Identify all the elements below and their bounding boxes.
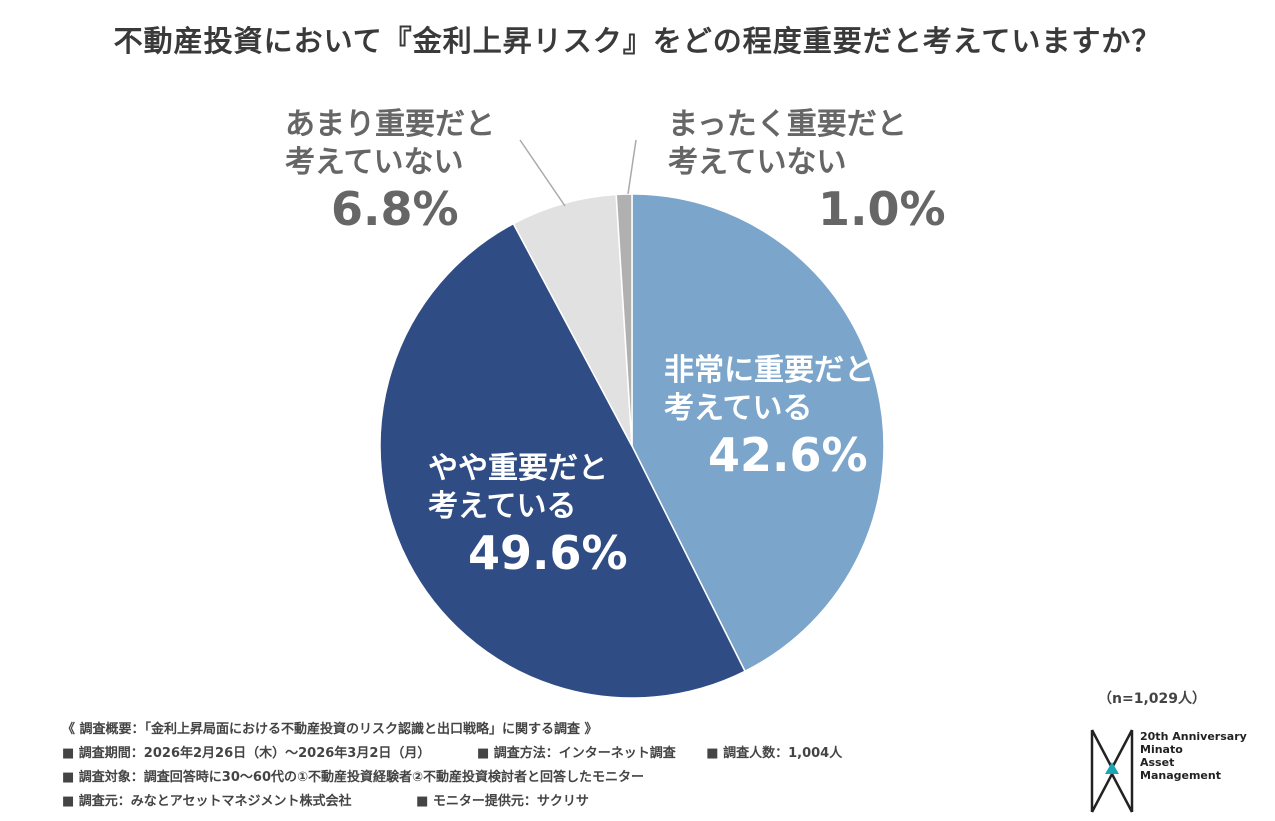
- leader-line-not-at-all-important: [627, 139, 637, 195]
- slice-very-important: [631, 193, 885, 673]
- slice-value-label: 6.8%: [331, 182, 459, 236]
- company-logo-mark: [1090, 729, 1134, 813]
- survey-overview: 《 調査概要：「金利上昇局面における不動産投資のリスク認識と出口戦略」に関する調…: [62, 718, 842, 814]
- slice-somewhat-important: [379, 222, 747, 699]
- slice-label-text: まったく重要だと: [668, 107, 907, 142]
- slice-label-text: 考えている: [428, 488, 577, 524]
- slice-label-text: あまり重要だと: [285, 107, 495, 142]
- survey-source: ■ 調査元：みなとアセットマネジメント株式会社: [62, 794, 352, 809]
- survey-count: ■ 調査人数：1,004人: [706, 746, 843, 761]
- slice-label-somewhat-important: やや重要だと 考えている 49.6%: [428, 450, 628, 583]
- survey-method: ■ 調査方法：インターネット調査: [476, 746, 676, 761]
- slice-label-not-very-important: あまり重要だと 考えていない 6.8%: [285, 106, 495, 239]
- slice-label-text: 考えていない: [285, 144, 464, 180]
- chart-title: 不動産投資において『金利上昇リスク』をどの程度重要だと考えていますか？: [113, 24, 1162, 58]
- slice-label-text: 考えている: [664, 390, 813, 426]
- leader-line-not-very-important: [519, 139, 566, 207]
- slice-not-at-all-important: [615, 193, 633, 447]
- slice-label-text: やや重要だと: [428, 451, 608, 486]
- slice-label-text: 考えていない: [668, 144, 847, 180]
- survey-period: ■ 調査期間：2026年2月26日（木）〜2026年3月2日（月）: [62, 746, 431, 761]
- survey-heading: 《 調査概要：「金利上昇局面における不動産投資のリスク認識と出口戦略」に関する調…: [62, 722, 598, 737]
- slice-label-text: 非常に重要だと: [664, 353, 874, 388]
- slice-value-label: 1.0%: [818, 182, 946, 236]
- survey-target: ■ 調査対象：調査回答時に30〜60代の①不動産投資経験者②不動産投資検討者と回…: [62, 770, 645, 785]
- slice-value-label: 42.6%: [708, 428, 868, 482]
- slice-label-not-at-all-important: まったく重要だと 考えていない 1.0%: [668, 106, 946, 239]
- company-logo-text: 20th Anniversary Minato Asset Management: [1140, 730, 1247, 782]
- slice-label-very-important: 非常に重要だと 考えている 42.6%: [664, 352, 874, 485]
- sample-size-note: （n=1,029人）: [1098, 691, 1206, 707]
- survey-provider: ■ モニター提供元：サクリサ: [416, 794, 589, 809]
- slice-value-label: 49.6%: [468, 526, 628, 580]
